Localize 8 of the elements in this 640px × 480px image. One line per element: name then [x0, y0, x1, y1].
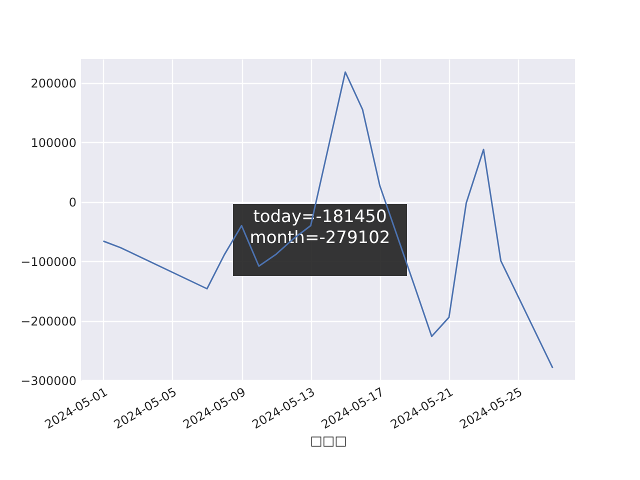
- y-tick-label: 0: [68, 195, 76, 210]
- y-tick-label: −100000: [20, 254, 76, 269]
- line-series: [102, 71, 554, 369]
- x-axis-title: □□□: [310, 434, 347, 449]
- y-tick-label: −300000: [20, 374, 76, 388]
- y-tick-label: 100000: [30, 136, 76, 150]
- y-tick-label: 200000: [30, 76, 76, 90]
- y-tick-label: −200000: [20, 314, 76, 328]
